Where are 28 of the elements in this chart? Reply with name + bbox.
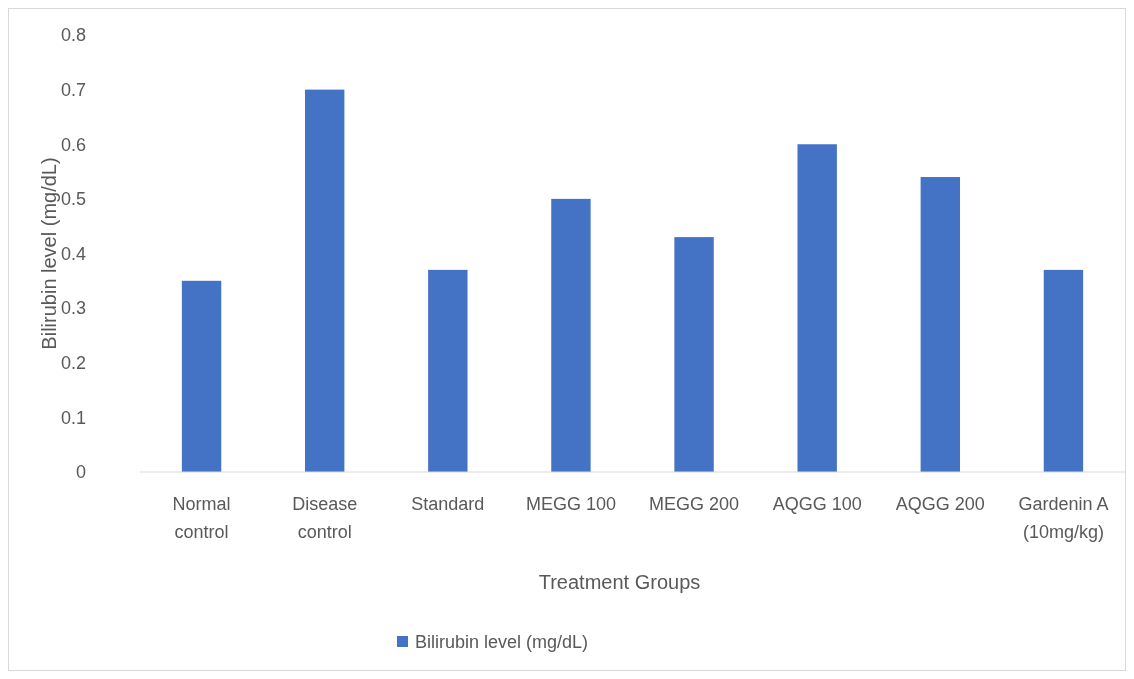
x-tick-label: MEGG 100: [525, 494, 616, 514]
x-tick-label: Gardenin A (10mg/kg): [1018, 494, 1109, 542]
bar: [920, 177, 961, 472]
bar: [1043, 269, 1084, 472]
bar: [551, 198, 591, 472]
x-tick-label: AQGG 100: [772, 494, 862, 514]
x-axis-title: Treatment Groups: [538, 571, 701, 593]
bar: [428, 269, 468, 472]
y-tick-label: 0.2: [60, 353, 86, 374]
legend-label: Bilirubin level (mg/dL): [415, 632, 589, 653]
y-tick-label: 0.5: [60, 189, 86, 210]
bar: [797, 144, 837, 472]
y-axis-title: Bilirubin level (mg/dL): [38, 157, 60, 350]
x-tick-label: Standard: [411, 494, 485, 514]
y-tick-label: 0.8: [60, 25, 86, 46]
y-tick-label: 0.3: [60, 298, 86, 319]
x-tick-label: Disease control: [292, 494, 358, 542]
bar: [304, 89, 345, 472]
bar: [674, 237, 714, 472]
y-tick-label: 0: [75, 462, 86, 483]
y-tick-label: 0.1: [60, 407, 86, 428]
y-tick-label: 0.7: [60, 79, 86, 100]
x-tick-label: AQGG 200: [895, 494, 985, 514]
y-tick-label: 0.6: [60, 134, 86, 155]
x-tick-label: Normal control: [172, 494, 231, 542]
bar: [181, 280, 222, 472]
y-tick-label: 0.4: [60, 243, 86, 264]
x-tick-label: MEGG 200: [649, 494, 740, 514]
